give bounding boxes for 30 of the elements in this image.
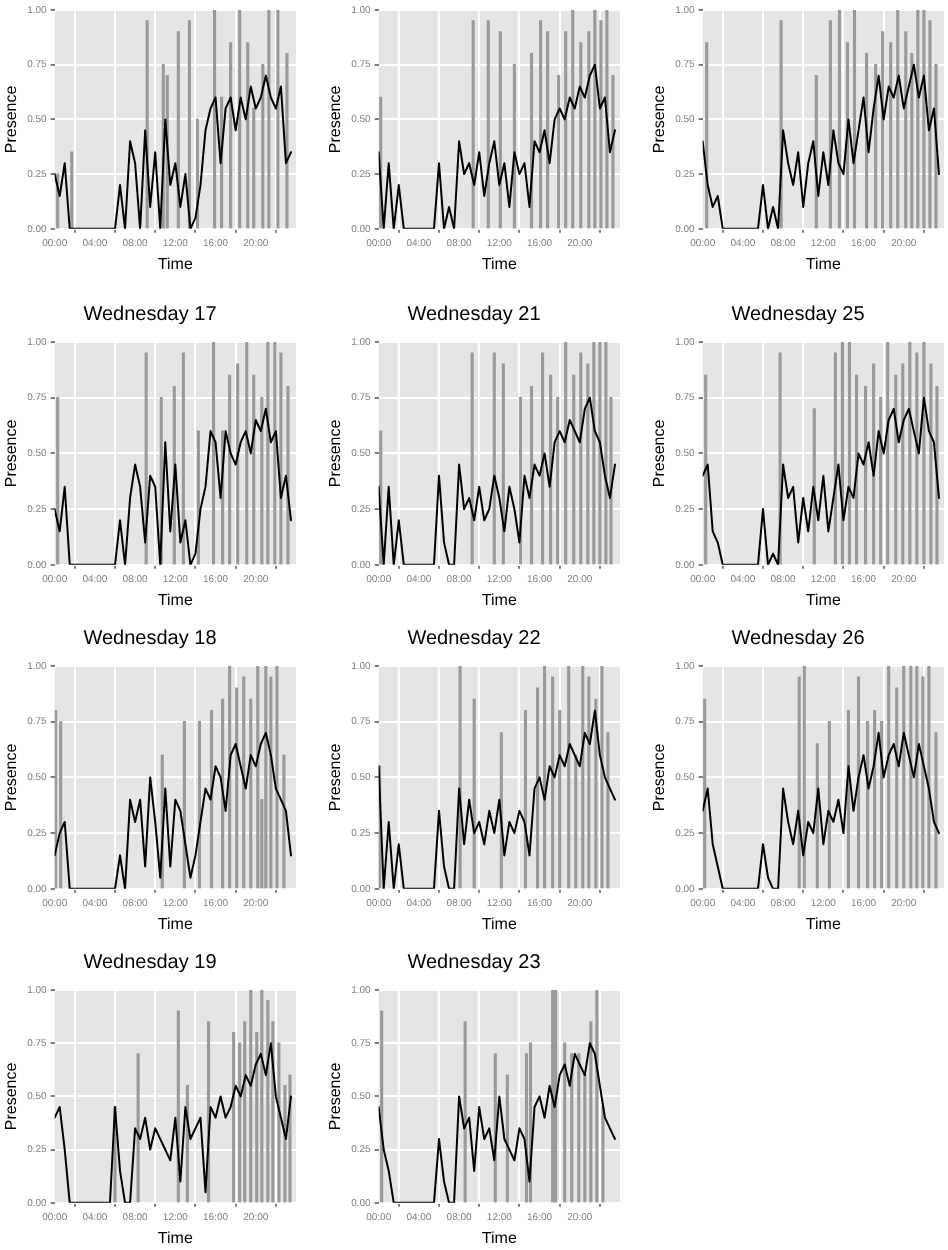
x-axis-title: Time [157, 590, 194, 609]
chart-title: Wednesday 17 [81, 302, 219, 330]
x-axis-title: Time [481, 590, 518, 609]
chart-title: Wednesday 19 [81, 950, 219, 978]
x-axis-title: Time [157, 254, 194, 273]
x-axis-title: Time [157, 914, 194, 933]
y-axis-title: Presence [2, 418, 21, 488]
y-axis-title: Presence [2, 1061, 21, 1131]
x-axis-title: Time [481, 914, 518, 933]
chart-title: Wednesday 23 [405, 950, 543, 978]
chart-title: Wednesday 22 [405, 626, 543, 654]
chart-title: Wednesday 26 [729, 626, 867, 654]
x-axis-title: Time [481, 254, 518, 273]
x-axis-title: Time [481, 1228, 518, 1247]
y-axis-title: Presence [326, 84, 345, 154]
x-axis-title: Time [805, 914, 842, 933]
x-axis-title: Time [805, 254, 842, 273]
y-axis-title: Presence [2, 742, 21, 812]
x-axis-title: Time [805, 590, 842, 609]
chart-title: Wednesday 21 [405, 302, 543, 330]
chart-title: Wednesday 18 [81, 626, 219, 654]
y-axis-title: Presence [650, 742, 669, 812]
y-axis-title: Presence [2, 84, 21, 154]
y-axis-title: Presence [650, 418, 669, 488]
y-axis-title: Presence [650, 84, 669, 154]
y-axis-title: Presence [326, 742, 345, 812]
chart-title: Wednesday 25 [729, 302, 867, 330]
y-axis-title: Presence [326, 1061, 345, 1131]
y-axis-title: Presence [326, 418, 345, 488]
x-axis-title: Time [157, 1228, 194, 1247]
